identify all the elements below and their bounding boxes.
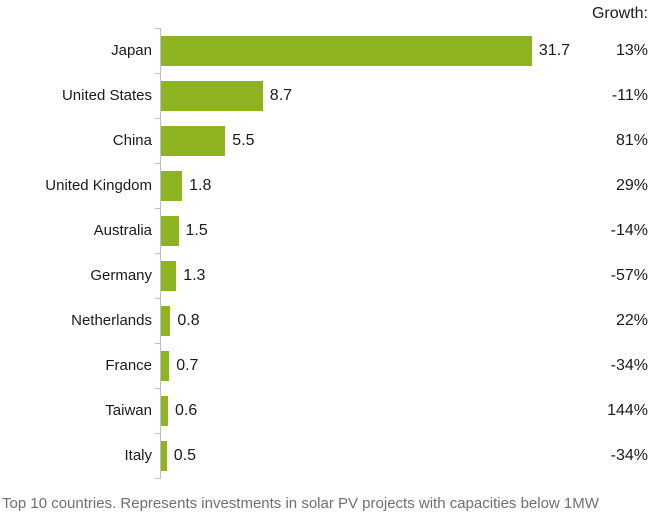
growth-label: 13% (615, 41, 648, 59)
value-label: 8.7 (269, 86, 293, 104)
growth-label: 81% (615, 131, 648, 149)
bar-zone: 5.5 (155, 118, 660, 163)
category-label: Australia (93, 222, 152, 239)
growth-label: -34% (610, 356, 648, 374)
growth-label: 144% (607, 401, 648, 419)
bar-zone: 8.7 (155, 73, 660, 118)
bar-row: Italy 0.5 -34% (0, 433, 660, 479)
category-label: United Kingdom (45, 177, 152, 194)
growth-label: -14% (610, 221, 648, 239)
growth-label: -57% (610, 266, 648, 284)
category-label: United States (61, 87, 152, 104)
bar-zone: 1.3 (155, 253, 660, 298)
bar-row: United States 8.7 -11% (0, 73, 660, 118)
bar (161, 80, 263, 111)
bar (161, 170, 183, 201)
bar (161, 260, 177, 291)
bar-zone: 1.8 (155, 163, 660, 208)
bar-row: China 5.5 81% (0, 118, 660, 163)
bar (161, 305, 171, 336)
bar (161, 350, 170, 381)
value-label: 0.7 (176, 356, 199, 374)
growth-label: 29% (615, 176, 648, 194)
bar (161, 395, 168, 426)
category-label: Netherlands (71, 312, 152, 329)
growth-column-header: Growth: (591, 5, 648, 22)
category-label: Taiwan (105, 402, 152, 419)
growth-label: -11% (611, 86, 648, 104)
bar (161, 215, 179, 246)
value-label: 0.8 (177, 311, 200, 329)
bar-row: United Kingdom 1.8 29% (0, 163, 660, 208)
value-label: 0.6 (175, 401, 198, 419)
bar (161, 35, 532, 66)
value-label: 1.3 (183, 266, 206, 284)
category-label: China (112, 132, 152, 149)
growth-header-row: Growth: (0, 2, 660, 28)
chart-caption: Top 10 countries. Represents investments… (2, 495, 599, 512)
bar (161, 125, 226, 156)
bar-zone: 0.7 (155, 343, 660, 388)
bar-zone: 0.5 (155, 433, 660, 479)
bar-row: Japan 31.7 13% (0, 28, 660, 73)
value-label: 5.5 (232, 131, 255, 149)
bar (161, 440, 167, 471)
bar-row: Netherlands 0.8 22% (0, 298, 660, 343)
bar-row: Taiwan 0.6 144% (0, 388, 660, 433)
value-label: 1.8 (189, 176, 212, 194)
growth-label: 22% (615, 311, 648, 329)
value-label: 1.5 (185, 221, 208, 239)
bar-row: Australia 1.5 -14% (0, 208, 660, 253)
category-label: Germany (90, 267, 152, 284)
value-label: 31.7 (538, 41, 571, 59)
bar-zone: 1.5 (155, 208, 660, 253)
growth-label: -34% (610, 446, 648, 464)
plot-area: Japan 31.7 13% United States 8.7 -11% China 5.5… (0, 28, 660, 479)
bar-row: France 0.7 -34% (0, 343, 660, 388)
category-label: Japan (111, 42, 152, 59)
category-label: Italy (124, 447, 152, 464)
value-label: 0.5 (173, 446, 197, 464)
bar-zone: 31.7 (155, 28, 660, 73)
category-label: France (105, 357, 152, 374)
bar-row: Germany 1.3 -57% (0, 253, 660, 298)
bar-zone: 0.6 (155, 388, 660, 433)
bar-zone: 0.8 (155, 298, 660, 343)
